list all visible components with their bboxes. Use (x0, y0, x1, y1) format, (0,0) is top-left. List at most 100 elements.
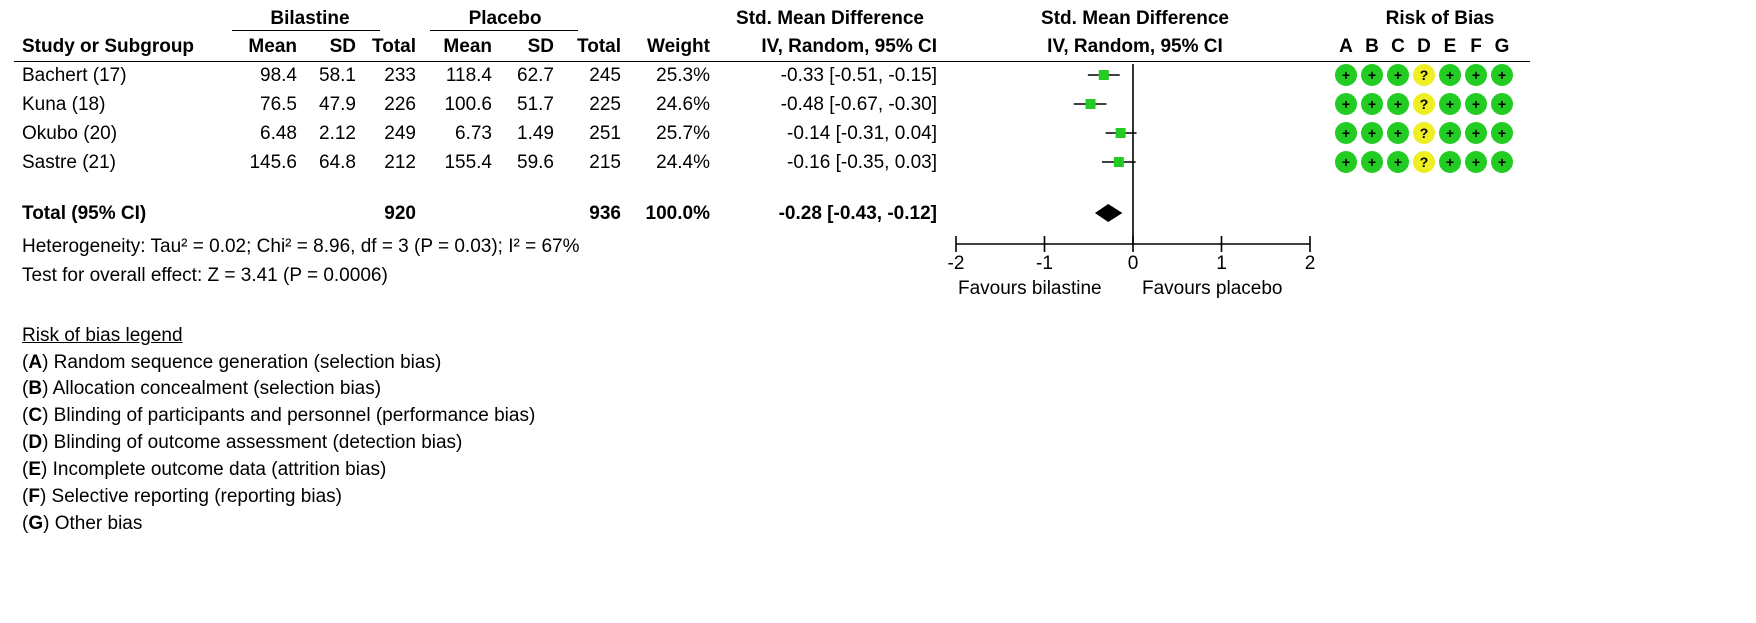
total-bilastine-sum: 920 (384, 203, 416, 224)
legend-text: Other bias (54, 513, 143, 534)
header-placebo: Placebo (468, 8, 542, 29)
weight: 25.7% (656, 123, 710, 144)
x-tick-label: 2 (1305, 253, 1316, 274)
mean-placebo: 118.4 (445, 65, 492, 86)
risk-symbol: ? (1420, 67, 1429, 83)
legend-key: E (28, 459, 42, 480)
total-label: Total (95% CI) (22, 203, 147, 224)
total-placebo: 251 (589, 123, 621, 144)
risk-symbol: + (1498, 67, 1506, 83)
sd-bilastine: 47.9 (319, 94, 356, 115)
header-total-bilastine: Total (372, 36, 416, 57)
risk-symbol: + (1472, 154, 1480, 170)
sd-placebo: 1.49 (517, 123, 554, 144)
risk-dot (1439, 93, 1461, 115)
risk-symbol: + (1446, 67, 1454, 83)
total-bilastine: 212 (384, 152, 416, 173)
overall-effect-text: Test for overall effect: Z = 3.41 (P = 0… (22, 265, 388, 286)
risk-dot (1387, 151, 1409, 173)
legend-key: F (28, 486, 40, 507)
legend-item-a: (A) Random sequence generation (selectio… (22, 352, 442, 373)
risk-dot (1361, 64, 1383, 86)
sd-bilastine: 64.8 (319, 152, 356, 173)
sd-placebo: 51.7 (517, 94, 554, 115)
mean-bilastine: 98.4 (260, 65, 297, 86)
risk-symbol: + (1342, 67, 1350, 83)
risk-symbol: + (1472, 67, 1480, 83)
study-marker (1098, 70, 1109, 80)
total-bilastine: 249 (384, 123, 416, 144)
study-name: Sastre (21) (22, 152, 116, 173)
favours-bilastine-label: Favours bilastine (958, 278, 1102, 299)
risk-symbol: + (1394, 67, 1402, 83)
risk-symbol: + (1472, 96, 1480, 112)
risk-dot (1335, 93, 1357, 115)
risk-symbol: ? (1420, 96, 1429, 112)
total-placebo: 245 (589, 65, 621, 86)
legend-text: Blinding of outcome assessment (detectio… (53, 432, 463, 453)
risk-symbol: + (1498, 125, 1506, 141)
risk-symbol: + (1446, 154, 1454, 170)
risk-dot (1465, 122, 1487, 144)
mean-bilastine: 76.5 (260, 94, 297, 115)
risk-symbol: ? (1420, 125, 1429, 141)
risk-symbol: + (1368, 154, 1376, 170)
weight: 25.3% (656, 65, 710, 86)
x-tick-label: -1 (1036, 253, 1053, 274)
header-rule (14, 61, 1530, 62)
total-placebo-sum: 936 (589, 203, 621, 224)
mean-bilastine: 145.6 (249, 152, 297, 173)
bias-letter-d: D (1417, 36, 1431, 57)
bias-letter-e: E (1443, 36, 1457, 57)
study-name: Kuna (18) (22, 94, 106, 115)
risk-dot (1335, 122, 1357, 144)
header-ci-right: IV, Random, 95% CI (1047, 36, 1223, 57)
ci-text: -0.14 [-0.31, 0.04] (787, 123, 937, 144)
mean-placebo: 6.73 (455, 123, 492, 144)
risk-dot (1465, 151, 1487, 173)
risk-symbol: + (1446, 125, 1454, 141)
header-smd-left: Std. Mean Difference (736, 8, 924, 29)
header-total-placebo: Total (577, 36, 621, 57)
legend-item-b: (B) Allocation concealment (selection bi… (22, 378, 382, 399)
risk-symbol: + (1368, 96, 1376, 112)
risk-symbol: + (1446, 96, 1454, 112)
legend-item-g: (G) Other bias (22, 513, 143, 534)
sd-bilastine: 58.1 (319, 65, 356, 86)
risk-dot (1465, 93, 1487, 115)
risk-symbol: + (1342, 154, 1350, 170)
legend-key: C (28, 405, 43, 426)
header-smd-right: Std. Mean Difference (1041, 8, 1229, 29)
risk-dot (1491, 93, 1513, 115)
study-marker (1115, 128, 1126, 138)
legend-item-f: (F) Selective reporting (reporting bias) (22, 486, 342, 507)
weight: 24.6% (656, 94, 710, 115)
total-bilastine: 233 (384, 65, 416, 86)
risk-symbol: + (1368, 67, 1376, 83)
risk-dot (1387, 93, 1409, 115)
legend-text: Random sequence generation (selection bi… (53, 352, 442, 373)
risk-dot (1387, 64, 1409, 86)
header-mean-placebo: Mean (443, 36, 492, 57)
risk-symbol: + (1368, 125, 1376, 141)
sd-bilastine: 2.12 (319, 123, 356, 144)
header-mean-bilastine: Mean (248, 36, 297, 57)
legend-text: Blinding of participants and personnel (… (53, 405, 536, 426)
bias-letter-b: B (1365, 36, 1379, 57)
total-ci-text: -0.28 [-0.43, -0.12] (778, 203, 937, 224)
placebo-underline (430, 30, 578, 31)
risk-dot (1439, 151, 1461, 173)
header-study: Study or Subgroup (22, 36, 195, 57)
bias-letter-g: G (1494, 36, 1510, 57)
risk-symbol: + (1498, 154, 1506, 170)
bias-letter-f: F (1470, 36, 1482, 57)
risk-dot (1413, 93, 1435, 115)
total-weight: 100.0% (645, 203, 710, 224)
legend-text: Allocation concealment (selection bias) (52, 378, 382, 399)
risk-dot (1491, 122, 1513, 144)
x-tick-label: 0 (1128, 253, 1139, 274)
sd-placebo: 62.7 (517, 65, 554, 86)
risk-dot (1335, 151, 1357, 173)
legend-item-c: (C) Blinding of participants and personn… (22, 405, 536, 426)
